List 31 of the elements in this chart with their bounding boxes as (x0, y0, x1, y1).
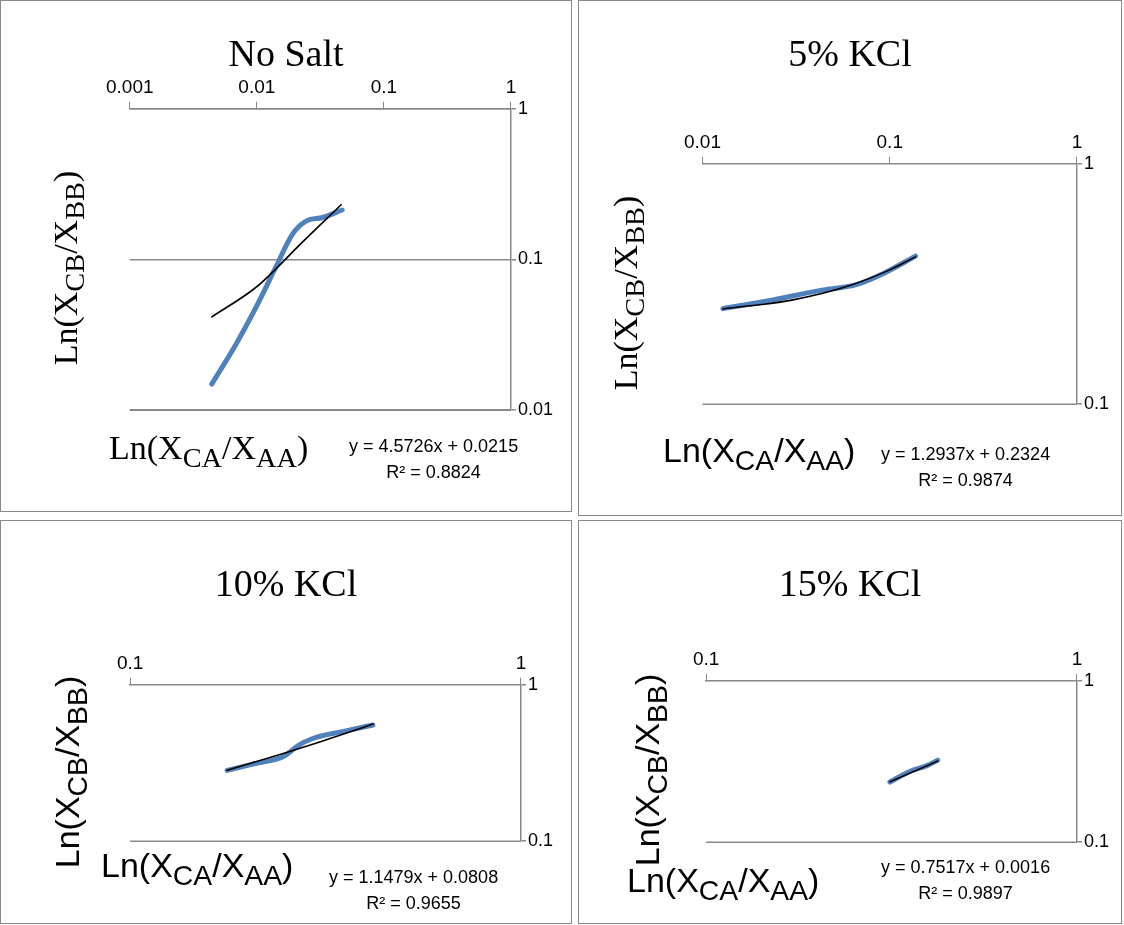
y-tick-label: 1 (1083, 152, 1094, 173)
chart-title: No Salt (227, 31, 345, 75)
y-tick-label: 1 (1083, 669, 1094, 690)
y-tick-label: 0.1 (1083, 831, 1110, 852)
chart-title: 15% KCl (777, 561, 923, 605)
x-tick-label: 0.1 (876, 130, 903, 152)
x-axis-title: Ln(X$_{CA}$/X$_{AA}$) (101, 846, 294, 892)
text: y = 1.1479x + 0.0808 (329, 867, 499, 887)
y-tick-label: 0.01 (517, 399, 554, 420)
y-tick-label: 0.1 (527, 830, 554, 851)
text: R² = 0.9874 (918, 470, 1013, 490)
y-tick-label: 0.1 (1083, 393, 1110, 414)
x-tick-label: 0.001 (106, 75, 154, 97)
text: R² = 0.9655 (366, 893, 461, 913)
x-tick-label: 0.1 (693, 647, 720, 669)
y-tick-label: 1 (527, 673, 538, 694)
x-tick-label: 0.01 (238, 75, 276, 97)
text: y = 4.5726x + 0.0215 (349, 436, 519, 456)
text: R² = 0.8824 (386, 462, 481, 482)
x-axis-title: Ln(X$_{CA}$/X$_{AA}$) (663, 431, 856, 477)
y-tick-label: 1 (517, 97, 528, 118)
x-tick-label: 0.1 (370, 75, 398, 97)
x-tick-label: 0.1 (117, 651, 144, 673)
text: y = 0.7517x + 0.0016 (881, 857, 1051, 877)
chart-title: 5% KCl (787, 31, 913, 75)
x-tick-label: 0.01 (684, 130, 721, 152)
y-tick-label: 0.1 (517, 248, 543, 269)
text: R² = 0.9897 (918, 883, 1013, 903)
x-axis-title: Ln(X$_{CA}$/X$_{AA}$) (109, 429, 309, 474)
chart-title: 10% KCl (213, 561, 359, 605)
text: y = 1.2937x + 0.2324 (881, 444, 1051, 464)
